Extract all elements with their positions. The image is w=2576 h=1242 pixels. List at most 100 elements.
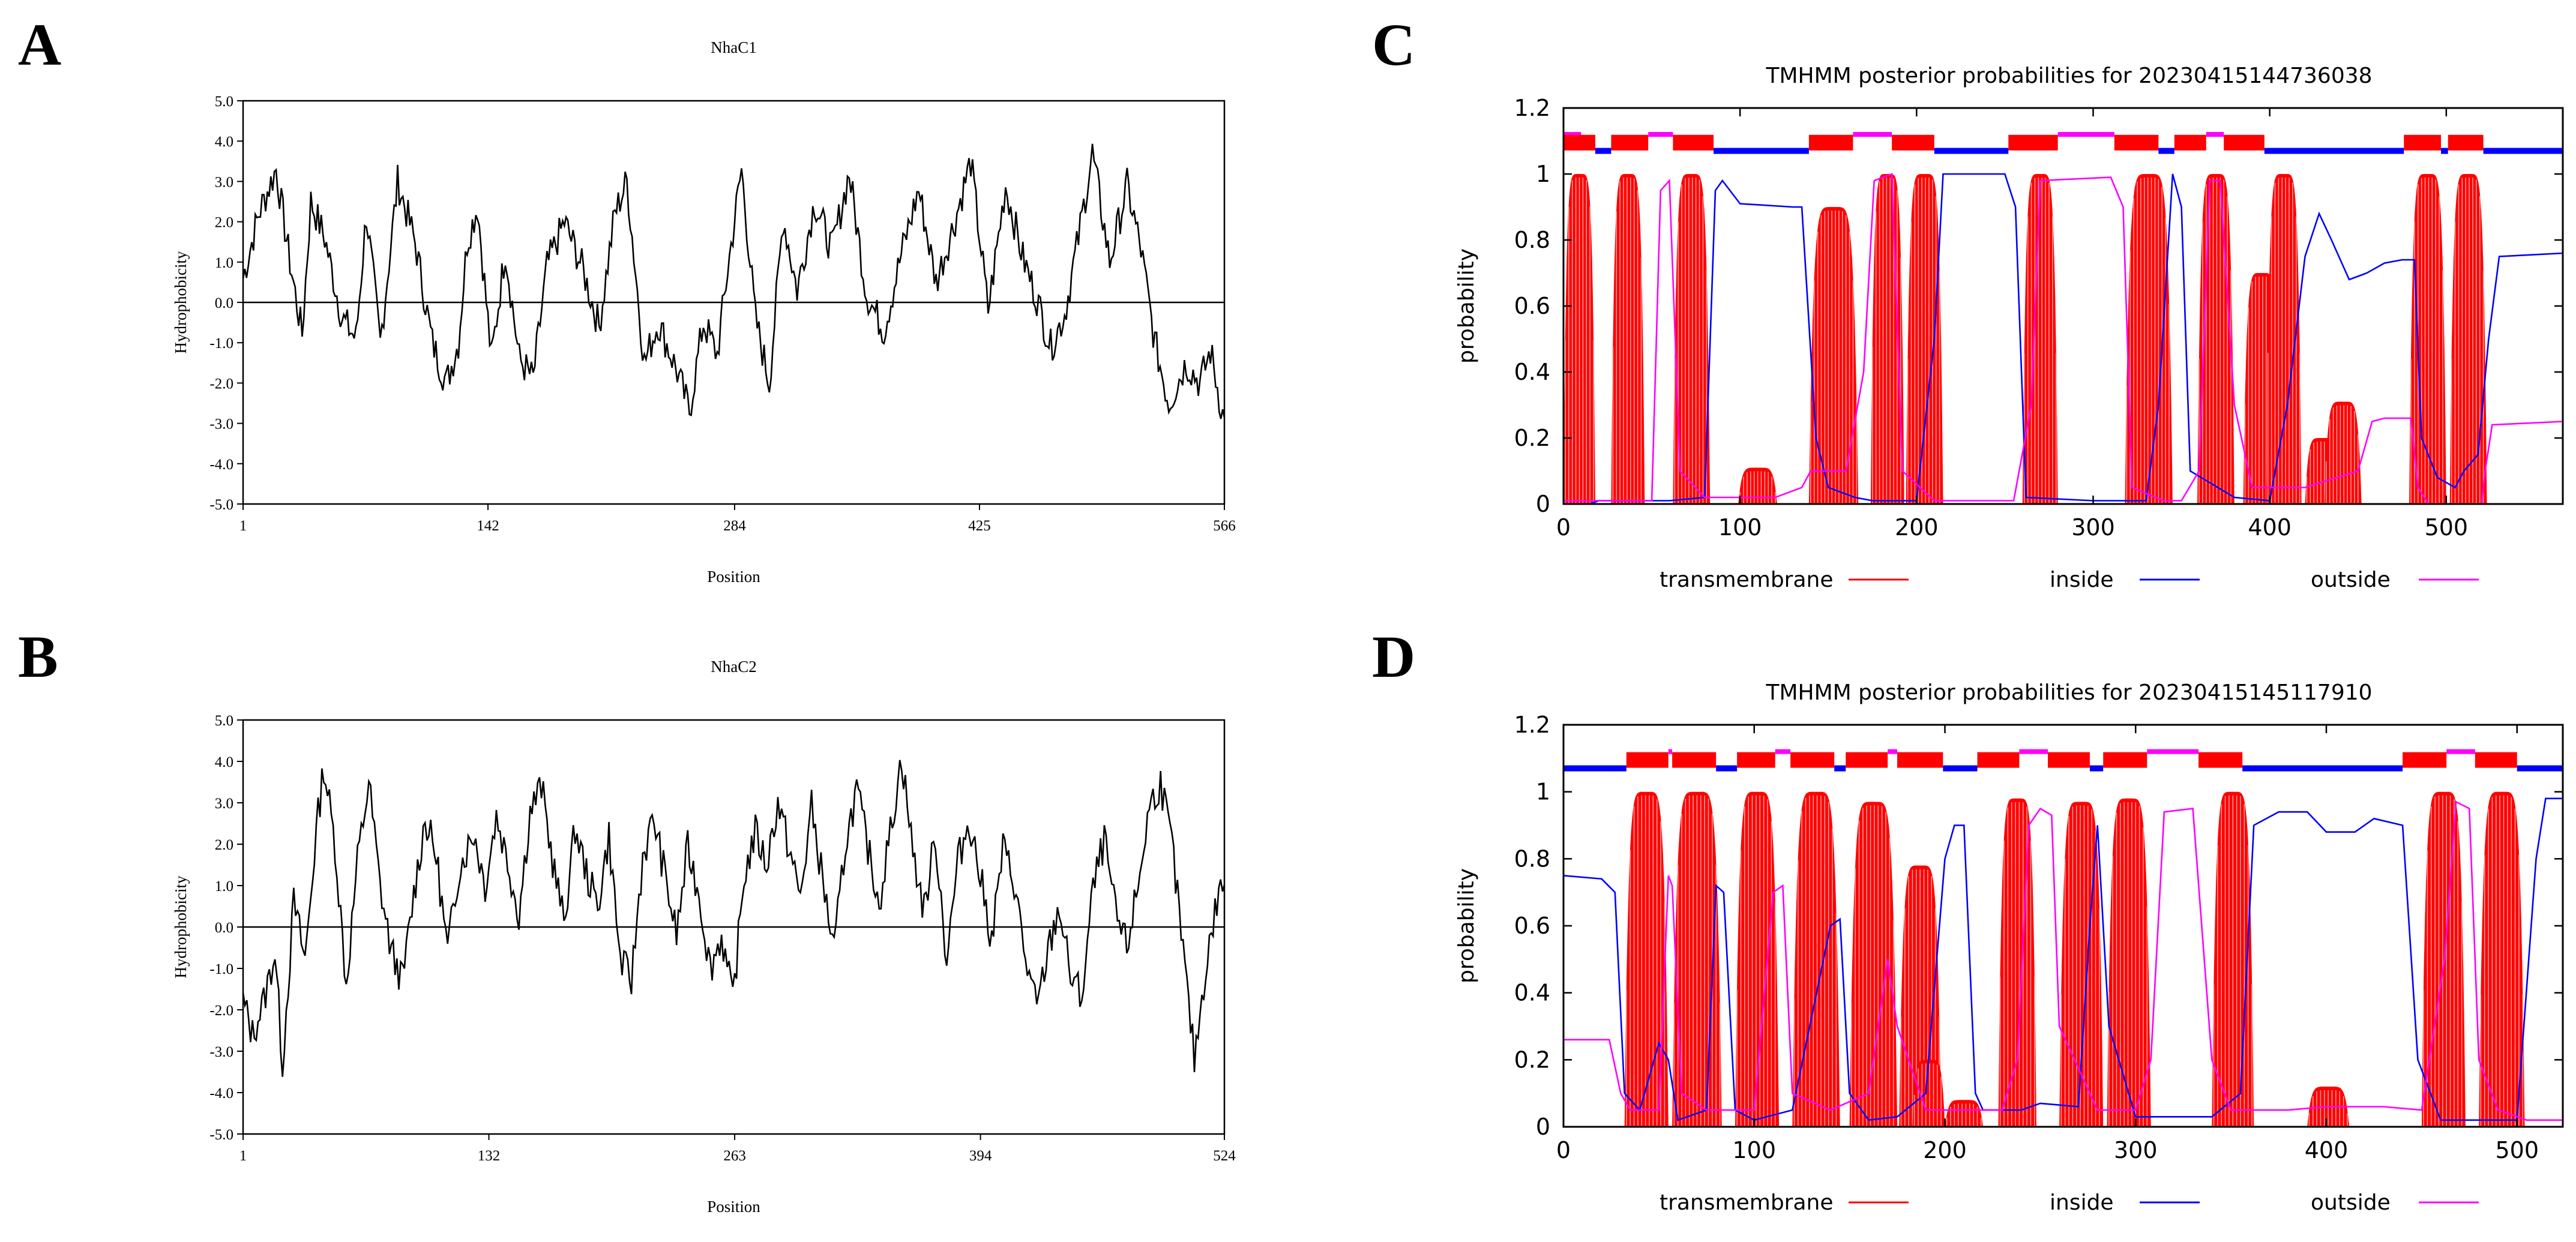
x-tick-label: 284 <box>723 518 746 534</box>
topology-tm-segment <box>2048 752 2090 768</box>
topology-inside-segment <box>1595 148 1612 154</box>
x-axis-label: Position <box>707 1198 760 1216</box>
x-tick-label: 200 <box>1923 1137 1967 1163</box>
x-tick-label: 0 <box>1556 514 1571 541</box>
topology-tm-segment <box>1892 134 1934 151</box>
topology-outside-segment <box>2446 749 2475 754</box>
y-tick-label: -4.0 <box>209 1085 233 1102</box>
topology-tm-segment <box>1897 752 1943 768</box>
y-tick-label: 0.4 <box>1514 359 1550 385</box>
hydrophobicity-line <box>242 143 1226 419</box>
topology-outside-segment <box>2147 749 2199 754</box>
topology-outside-segment <box>1853 132 1892 137</box>
legend-outside-label: outside <box>2311 1190 2391 1215</box>
x-tick-label: 300 <box>2071 514 2115 541</box>
y-tick-label: -3.0 <box>209 1044 233 1060</box>
legend-inside-label: inside <box>2050 1190 2114 1215</box>
topology-inside-segment <box>2158 148 2174 154</box>
topology-outside-segment <box>2019 749 2048 754</box>
tm-peak <box>1735 791 1780 1127</box>
y-tick-label: 3.0 <box>215 796 233 812</box>
y-tick-label: 0.0 <box>215 920 233 936</box>
topology-tm-segment <box>2475 752 2517 768</box>
topology-tm-segment <box>1737 752 1775 768</box>
x-tick-label: 1 <box>239 518 247 534</box>
y-tick-label: 0.6 <box>1514 913 1550 939</box>
y-tick-label: 5.0 <box>215 713 233 729</box>
topology-inside-segment <box>2242 765 2403 772</box>
topology-inside-segment <box>1943 765 1978 772</box>
topology-outside-segment <box>1888 749 1898 754</box>
tm-peak <box>2479 791 2525 1127</box>
y-tick-label: 0.8 <box>1514 845 1550 872</box>
topology-tm-segment <box>1977 752 2020 768</box>
x-tick-label: 566 <box>1213 518 1236 534</box>
hydrophobicity-chart-nhac1: NhaC1 5.0 4.0 3.0 2.0 1.0 0.0 -1.0 -2.0 -3.0 -4.0 -… <box>172 38 1236 586</box>
y-tick-label: 4.0 <box>215 134 233 150</box>
x-tick-label: 300 <box>2114 1137 2158 1163</box>
topology-inside-segment <box>2089 765 2104 772</box>
outside-probability-line <box>1563 173 2563 505</box>
panel-label-d: D <box>1372 623 1415 690</box>
transmembrane-area <box>1624 791 2525 1127</box>
tm-peak <box>2059 802 2104 1127</box>
topology-inside-segment <box>1714 148 1809 154</box>
y-tick-label: 1.2 <box>1514 712 1550 738</box>
tmhmm-chart-c: TMHMM posterior probabilities for 202304… <box>1454 64 2564 592</box>
y-tick-label: 0 <box>1536 1114 1550 1140</box>
topology-tm-segment <box>2224 134 2265 151</box>
x-tick-label: 132 <box>478 1148 501 1164</box>
topology-tm-segment <box>1808 134 1853 151</box>
x-tick-label: 100 <box>1718 514 1762 541</box>
tm-peak <box>1849 802 1898 1127</box>
y-axis-label: probability <box>1454 868 1479 983</box>
y-tick-label: -1.0 <box>209 961 233 977</box>
topology-inside-segment <box>1834 765 1846 772</box>
topology-inside-segment <box>2483 148 2563 154</box>
topology-inside-segment <box>1934 148 2009 154</box>
topology-inside-segment <box>2441 148 2448 154</box>
y-tick-label: 0.4 <box>1514 980 1550 1006</box>
y-tick-label: 1 <box>1536 161 1550 187</box>
y-tick-label: 5.0 <box>215 94 233 110</box>
topology-tm-segment <box>1611 134 1649 151</box>
x-tick-label: 394 <box>969 1148 992 1164</box>
y-tick-label: 0.8 <box>1514 227 1550 253</box>
y-tick-label: -1.0 <box>209 335 233 352</box>
y-axis-label: probability <box>1454 248 1479 364</box>
y-tick-label: 0.0 <box>215 295 233 311</box>
chart-title: TMHMM posterior probabilities for 202304… <box>1765 680 2372 705</box>
y-tick-label: -4.0 <box>209 457 233 473</box>
y-tick-label: 1 <box>1536 779 1550 805</box>
topology-tm-segment <box>1563 134 1595 151</box>
y-tick-label: 0.6 <box>1514 293 1550 319</box>
topology-outside-segment <box>1648 132 1673 137</box>
topology-outside-segment <box>1563 132 1581 137</box>
y-tick-label: 0 <box>1536 491 1550 517</box>
topology-tm-segment <box>1673 134 1714 151</box>
tm-peak <box>1912 1060 1945 1127</box>
y-tick-label: 1.2 <box>1514 95 1550 121</box>
x-tick-label: 400 <box>2248 514 2292 541</box>
x-tick-label: 400 <box>2305 1137 2349 1163</box>
y-tick-label: 1.0 <box>215 878 233 895</box>
y-axis-label: Hydrophobicity <box>172 875 190 978</box>
x-tick-label: 200 <box>1895 514 1939 541</box>
y-tick-label: 2.0 <box>215 837 233 853</box>
topology-tm-segment <box>1626 752 1669 768</box>
outside-probability-line <box>1563 800 2563 1121</box>
panel-label-a: A <box>18 11 61 78</box>
x-axis-label: Position <box>707 568 760 586</box>
tm-peak <box>1792 791 1840 1127</box>
chart-title: NhaC2 <box>711 658 757 676</box>
x-tick-label: 425 <box>968 518 991 534</box>
topology-tm-segment <box>1846 752 1888 768</box>
y-tick-label: -5.0 <box>209 1127 233 1143</box>
y-tick-label: -2.0 <box>209 376 233 392</box>
topology-tm-segment <box>2404 134 2442 151</box>
y-tick-label: -2.0 <box>209 1003 233 1019</box>
y-tick-label: -3.0 <box>209 416 233 433</box>
topology-inside-segment <box>2517 765 2563 772</box>
topology-tm-segment <box>2174 134 2206 151</box>
